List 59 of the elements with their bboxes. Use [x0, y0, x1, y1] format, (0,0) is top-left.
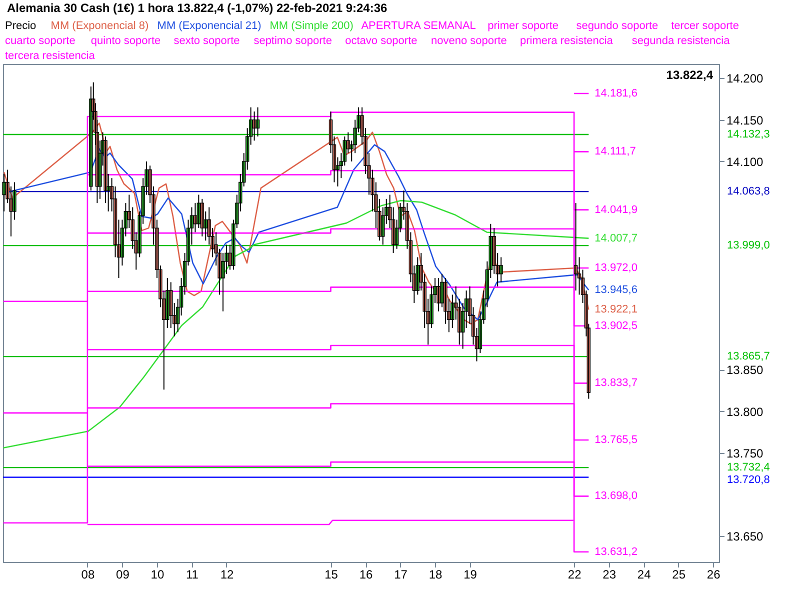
y-tick-label: 13.800 [726, 404, 764, 419]
x-tick-label: 08 [81, 568, 95, 582]
text: primer soporte [488, 20, 559, 32]
y-tick-label: 13.750 [726, 446, 764, 460]
text: APERTURA SEMANAL [361, 20, 476, 32]
x-tick-label: 19 [464, 568, 478, 582]
ref-line-label: 13.999,0 [727, 240, 770, 252]
text: MM (Exponencial 8) [50, 20, 149, 32]
data-label: 14.181,6 [594, 87, 638, 100]
legend-label: octavo soporte [345, 35, 418, 47]
text: cuarto soporte [5, 35, 76, 47]
x-tick-label: 22 [568, 568, 582, 582]
data-label: 13.765,5 [594, 434, 638, 446]
ref-line-label: 13.865,7 [727, 350, 770, 363]
annotation: 13.822,4 [666, 68, 714, 82]
x-tick-label: 23 [602, 568, 616, 582]
text: segundo soporte [576, 20, 658, 32]
text: tercera resistencia [5, 50, 96, 62]
x-tick-label: 26 [706, 568, 721, 582]
data-label: 13.922,1 [594, 304, 638, 316]
ref-line-label: 13.732,4 [727, 462, 770, 474]
text: sexto soporte [174, 35, 240, 47]
ref-line-label: 13.720,8 [727, 474, 770, 486]
x-tick-label: 17 [394, 568, 408, 582]
text: tercer soporte [671, 20, 739, 32]
legend-label: septimo soporte [254, 35, 332, 47]
y-tick-label: 13.650 [726, 530, 764, 544]
x-tick-label: 18 [428, 568, 443, 582]
ref-line-label: 14.063,8 [727, 186, 770, 198]
x-tick-label: 24 [637, 568, 652, 582]
chart-title: Alemania 30 Cash (1€) 1 hora 13.822,4 (-1,07%) 22-feb-2021 9:24:36 [7, 1, 388, 15]
x-tick-label: 12 [220, 568, 234, 582]
data-label: 14.007,7 [594, 232, 638, 244]
ref-line-label: 14.132,3 [727, 128, 770, 141]
x-tick-label: 10 [150, 568, 164, 582]
y-tick-label: 14.100 [726, 154, 764, 169]
text: quinto soporte [90, 35, 161, 47]
x-tick-label: 16 [359, 568, 374, 582]
y-tick-label: 14.150 [726, 113, 764, 128]
data-label: 13.833,7 [594, 377, 638, 390]
text: Precio [5, 20, 36, 32]
x-tick-label: 11 [186, 568, 199, 582]
x-tick-label: 15 [324, 568, 338, 582]
data-label: 13.698,0 [594, 490, 638, 502]
text: primera resistencia [520, 35, 614, 47]
x-tick-label: 25 [672, 568, 686, 582]
data-label: 13.972,0 [594, 262, 638, 274]
y-tick-label: 13.850 [726, 363, 764, 378]
text: segunda resistencia [632, 35, 731, 47]
data-label: 13.902,5 [594, 320, 638, 332]
text: MM (Simple 200) [270, 20, 354, 32]
data-label: 14.041,9 [594, 204, 638, 216]
x-tick-label: 09 [116, 568, 130, 582]
data-label: 14.111,7 [594, 146, 636, 158]
legend-label: noveno soporte [431, 35, 507, 47]
y-tick-label: 14.200 [726, 72, 764, 86]
text: MM (Exponencial 21) [157, 20, 262, 32]
data-label: 13.945,6 [594, 284, 638, 296]
data-label: 13.631,2 [594, 546, 638, 558]
